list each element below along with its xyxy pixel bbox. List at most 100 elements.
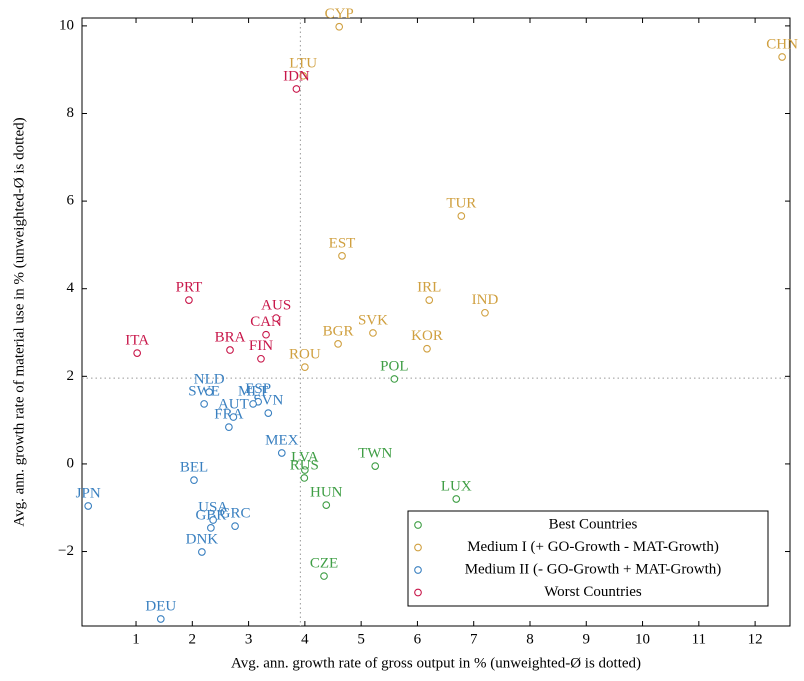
legend-label: Worst Countries [544, 584, 642, 600]
x-tick-label: 1 [132, 631, 140, 647]
point [190, 476, 198, 484]
x-tick-label: 6 [414, 631, 422, 647]
point-label: GBR [195, 507, 226, 523]
point-label: IRL [417, 280, 441, 296]
x-tick-label: 3 [245, 631, 253, 647]
point-label: CZE [310, 556, 338, 572]
y-tick-label: 8 [67, 105, 75, 121]
point-label: BRA [215, 329, 246, 345]
y-tick-label: −2 [58, 543, 74, 559]
x-tick-label: 7 [470, 631, 478, 647]
y-tick-label: 10 [59, 17, 74, 33]
point-label: AUT [218, 396, 249, 412]
point-label: LVA [291, 449, 319, 465]
point-label: GRC [220, 506, 251, 522]
point [301, 363, 309, 371]
x-tick-label: 4 [301, 631, 309, 647]
point [262, 330, 270, 339]
point-label: BGR [323, 323, 354, 339]
point-label: DNK [186, 531, 219, 547]
point [292, 85, 301, 93]
point-label: KOR [411, 328, 443, 344]
point [778, 53, 786, 61]
point [200, 400, 208, 408]
point-label: TUR [446, 195, 476, 211]
y-tick-label: 2 [67, 368, 75, 384]
x-axis-title: Avg. ann. growth rate of gross output in… [231, 655, 641, 671]
point-label: HUN [310, 485, 343, 501]
x-tick-label: 11 [692, 631, 706, 647]
point [133, 349, 142, 357]
y-axis-title: Avg. ann. growth rate of material use in… [11, 117, 27, 526]
y-tick-label: 4 [67, 280, 75, 296]
legend-label: Medium II (- GO-Growth + MAT-Growth) [465, 561, 722, 577]
point [231, 522, 239, 530]
x-tick-label: 8 [526, 631, 534, 647]
point [209, 516, 217, 524]
point [257, 354, 265, 363]
point-label: MEX [265, 432, 299, 448]
point [299, 71, 308, 80]
point [425, 296, 434, 304]
point [301, 466, 309, 474]
point-label: MLT [238, 383, 268, 399]
x-tick-label: 2 [189, 631, 197, 647]
point-label: RUS [290, 457, 319, 473]
legend-marker [414, 588, 422, 597]
point [369, 329, 377, 337]
point [335, 22, 344, 31]
point [229, 413, 238, 421]
legend-marker [414, 543, 422, 552]
point [300, 474, 309, 482]
point-label: LUX [441, 478, 472, 494]
point [249, 400, 257, 408]
point-label: DEU [145, 598, 176, 614]
point [198, 548, 206, 556]
point-label: FIN [249, 338, 273, 354]
point [320, 572, 328, 580]
x-tick-label: 9 [583, 631, 591, 647]
point [207, 524, 215, 532]
point [277, 449, 286, 457]
legend-marker [414, 521, 422, 529]
plot-frame [81, 17, 791, 627]
point-label: JPN [76, 485, 101, 501]
point-label: BEL [180, 460, 208, 476]
point-label: EST [329, 235, 356, 251]
legend-marker [414, 566, 422, 574]
point [390, 375, 399, 383]
point [452, 495, 461, 503]
point [205, 388, 214, 396]
point [156, 615, 165, 623]
point-label: IDN [283, 68, 310, 84]
point [264, 409, 273, 417]
point-label: IND [472, 292, 499, 308]
legend-label: Medium I (+ GO-Growth - MAT-Growth) [467, 539, 719, 555]
legend-label: Best Countries [549, 516, 638, 532]
point [84, 502, 93, 510]
point-label: ESP [245, 381, 271, 397]
point-label: TWN [358, 446, 392, 462]
point-label: SVN [253, 393, 283, 409]
point [226, 346, 234, 354]
point-label: PRT [176, 280, 203, 296]
point-label: SVK [358, 312, 388, 328]
point [334, 340, 342, 348]
point [225, 423, 233, 431]
x-tick-label: 5 [357, 631, 365, 647]
point [185, 296, 193, 304]
x-tick-label: 10 [635, 631, 650, 647]
y-tick-label: 6 [67, 193, 75, 209]
point [371, 462, 380, 470]
point [423, 344, 431, 353]
point [322, 501, 331, 509]
point-label: ITA [125, 333, 149, 349]
point-label: LTU [289, 55, 317, 71]
point-label: SWE [188, 383, 220, 399]
point [457, 212, 466, 220]
point-label: ROU [289, 347, 321, 363]
point-label: AUS [261, 297, 291, 313]
point [338, 252, 346, 260]
